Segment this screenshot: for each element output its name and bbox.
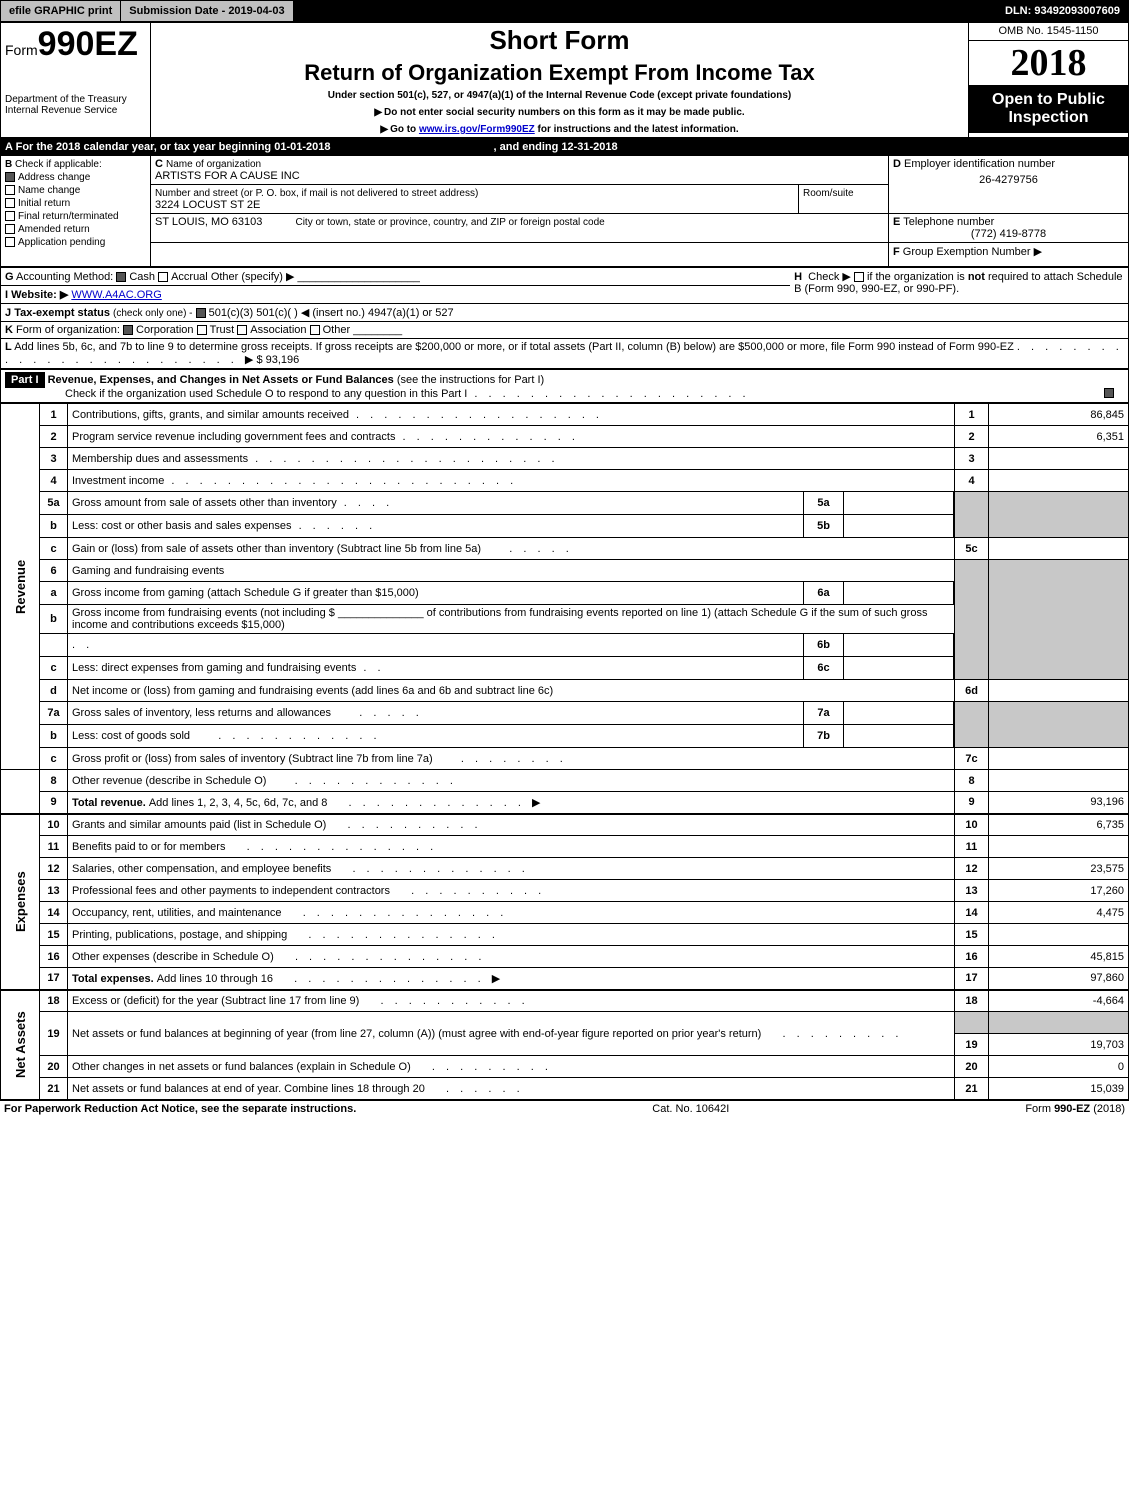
line-b-label: B (5, 159, 12, 170)
line21-amt: 15,039 (989, 1078, 1129, 1100)
line20-amt: 0 (989, 1056, 1129, 1078)
ein: 26-4279756 (893, 174, 1124, 186)
chk-app-pending[interactable]: Application pending (18, 237, 105, 248)
line3-amt (989, 448, 1129, 470)
short-form-title: Short Form (155, 25, 964, 56)
chk-amended[interactable]: Amended return (18, 224, 90, 235)
line13-amt: 17,260 (989, 880, 1129, 902)
acct-other[interactable]: Other (specify) ▶ (211, 271, 295, 283)
under-section: Under section 501(c), 527, or 4947(a)(1)… (155, 90, 964, 101)
line7c-amt (989, 748, 1129, 770)
line5c-amt (989, 538, 1129, 560)
section-revenue: Revenue (1, 404, 40, 770)
line9-amt: 93,196 (989, 792, 1129, 814)
chk-address-change[interactable]: Address change (18, 172, 90, 183)
org-assoc[interactable]: Association (250, 324, 306, 336)
section-expenses: Expenses (1, 814, 40, 990)
org-name: ARTISTS FOR A CAUSE INC (155, 170, 300, 182)
line-a-ending: , and ending 12-31-2018 (494, 141, 618, 153)
line10-amt: 6,735 (989, 814, 1129, 836)
org-trust[interactable]: Trust (210, 324, 235, 336)
return-title: Return of Organization Exempt From Incom… (155, 60, 964, 86)
form-number: Form990EZ (5, 25, 146, 64)
tax-year: 2018 (969, 41, 1128, 85)
org-other[interactable]: Other (323, 324, 351, 336)
cat-no: Cat. No. 10642I (652, 1103, 729, 1115)
irs: Internal Revenue Service (5, 105, 146, 116)
line2-amt: 6,351 (989, 426, 1129, 448)
chk-name-change[interactable]: Name change (18, 185, 80, 196)
topbar: efile GRAPHIC print Submission Date - 20… (0, 0, 1129, 22)
section-netassets: Net Assets (1, 990, 40, 1100)
line16-amt: 45,815 (989, 946, 1129, 968)
paperwork-notice: For Paperwork Reduction Act Notice, see … (4, 1103, 356, 1115)
lines-g-l: G Accounting Method: Cash Accrual Other … (0, 267, 1129, 369)
efile-print-button[interactable]: efile GRAPHIC print (1, 1, 121, 21)
form-ref: Form 990-EZ (2018) (1025, 1103, 1125, 1115)
line12-amt: 23,575 (989, 858, 1129, 880)
open-to-public: Open to Public Inspection (969, 85, 1128, 133)
omb-number: OMB No. 1545-1150 (969, 23, 1129, 41)
chk-initial-return[interactable]: Initial return (18, 198, 70, 209)
line14-amt: 4,475 (989, 902, 1129, 924)
acct-accrual[interactable]: Accrual (171, 271, 208, 283)
no-ssn-note: Do not enter social security numbers on … (155, 107, 964, 118)
part1-label: Part I (5, 372, 45, 388)
dln: DLN: 93492093007609 (997, 3, 1128, 19)
form-header: Form990EZ Department of the Treasury Int… (0, 22, 1129, 138)
line6d-amt (989, 680, 1129, 702)
chk-final-return[interactable]: Final return/terminated (18, 211, 119, 222)
goto-link-line: Go to www.irs.gov/Form990EZ for instruct… (155, 124, 964, 135)
part1-header: Part I Revenue, Expenses, and Changes in… (0, 369, 1129, 403)
gross-receipts: $ 93,196 (256, 354, 299, 366)
line4-amt (989, 470, 1129, 492)
line-a-label: A (5, 141, 13, 153)
dept-treasury: Department of the Treasury (5, 94, 146, 105)
org-corp[interactable]: Corporation (136, 324, 193, 336)
website-link[interactable]: WWW.A4AC.ORG (71, 289, 161, 301)
line1-amt: 86,845 (989, 404, 1129, 426)
telephone: (772) 419-8778 (893, 228, 1124, 240)
line-a-text: For the 2018 calendar year, or tax year … (16, 141, 331, 153)
submission-date: Submission Date - 2019-04-03 (121, 1, 293, 21)
page-footer: For Paperwork Reduction Act Notice, see … (0, 1100, 1129, 1117)
org-street: 3224 LOCUST ST 2E (155, 199, 260, 211)
line8-amt (989, 770, 1129, 792)
line18-amt: -4,664 (989, 990, 1129, 1012)
line15-amt (989, 924, 1129, 946)
line17-amt: 97,860 (989, 968, 1129, 990)
acct-cash[interactable]: Cash (129, 271, 155, 283)
line19-amt: 19,703 (989, 1034, 1129, 1056)
org-city: ST LOUIS, MO 63103 (155, 216, 262, 228)
revenue-table: Revenue 1Contributions, gifts, grants, a… (0, 403, 1129, 1100)
line11-amt (989, 836, 1129, 858)
info-section: A For the 2018 calendar year, or tax yea… (0, 138, 1129, 267)
form990ez-link[interactable]: www.irs.gov/Form990EZ (419, 124, 535, 135)
